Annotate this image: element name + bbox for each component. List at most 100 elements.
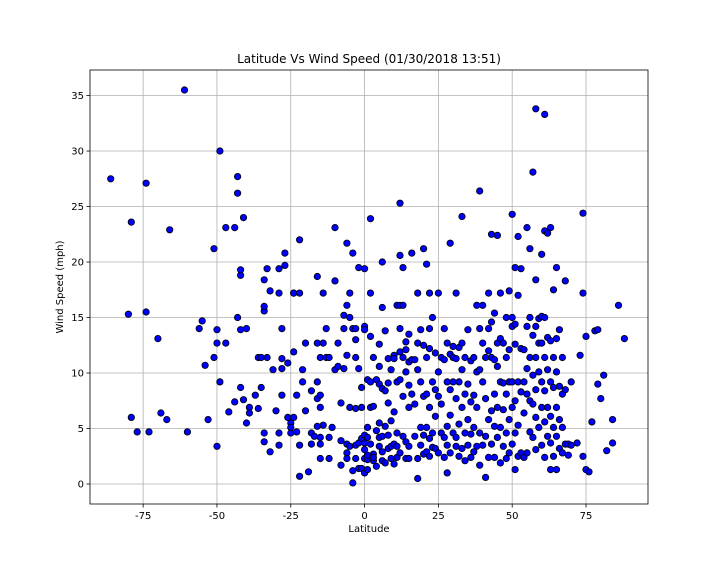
x-axis-label: Latitude — [348, 524, 389, 535]
data-point — [425, 344, 434, 353]
data-point — [213, 339, 221, 347]
data-point — [234, 189, 242, 197]
data-point — [511, 340, 519, 348]
data-point — [319, 421, 327, 429]
data-point — [517, 265, 525, 273]
data-point — [363, 451, 372, 459]
data-point — [213, 326, 221, 334]
data-point — [157, 409, 165, 417]
data-point — [154, 334, 162, 343]
data-point — [396, 324, 404, 333]
data-point — [239, 396, 248, 404]
data-point — [183, 428, 191, 436]
y-tick-label: 30 — [71, 147, 84, 158]
data-point — [257, 353, 265, 362]
data-point — [487, 230, 496, 238]
data-point — [479, 339, 487, 347]
data-point — [479, 301, 487, 309]
data-point — [419, 431, 428, 439]
data-point — [360, 265, 369, 273]
data-point — [461, 353, 469, 362]
data-point — [334, 339, 342, 347]
data-point — [579, 289, 587, 297]
data-point — [275, 429, 283, 437]
data-point — [446, 239, 454, 247]
data-point — [419, 341, 428, 349]
data-point — [541, 453, 549, 461]
data-point — [133, 428, 141, 436]
data-point — [237, 326, 245, 334]
data-point — [366, 378, 375, 386]
data-point — [431, 412, 439, 420]
data-point — [452, 433, 460, 441]
data-point — [505, 346, 513, 354]
data-point — [275, 441, 283, 449]
data-point — [594, 326, 602, 334]
data-point — [263, 353, 271, 362]
data-point — [343, 239, 351, 247]
data-point — [479, 441, 487, 449]
data-point — [464, 380, 472, 388]
grid — [90, 70, 648, 504]
data-point — [399, 432, 407, 440]
data-point — [490, 309, 499, 317]
data-point — [425, 324, 434, 333]
data-point — [340, 364, 348, 373]
data-point — [520, 346, 528, 354]
data-point — [493, 403, 501, 411]
data-point — [555, 382, 564, 390]
x-tick-label: 0 — [361, 511, 367, 522]
data-point — [414, 474, 422, 483]
data-point — [543, 366, 552, 374]
data-point — [576, 351, 584, 359]
data-point — [363, 423, 372, 431]
data-point — [573, 439, 581, 447]
data-point — [375, 442, 383, 450]
data-point — [375, 419, 383, 427]
data-point — [372, 427, 380, 435]
data-point — [390, 408, 398, 416]
data-point — [316, 454, 324, 463]
data-point — [369, 453, 377, 461]
data-point — [201, 361, 209, 369]
data-point — [499, 379, 507, 387]
data-point — [251, 391, 259, 399]
data-point — [405, 403, 413, 411]
data-point — [242, 324, 251, 333]
data-point — [127, 413, 135, 421]
data-point — [295, 441, 304, 449]
data-point — [470, 353, 478, 362]
data-point — [458, 212, 466, 221]
data-point — [600, 371, 608, 379]
data-point — [357, 383, 366, 392]
data-point — [396, 449, 404, 457]
data-point — [366, 440, 375, 448]
data-point — [293, 391, 301, 399]
data-point — [549, 452, 558, 460]
data-point — [378, 448, 386, 456]
data-points — [107, 86, 629, 487]
data-point — [549, 383, 558, 392]
data-point — [458, 403, 466, 411]
data-point — [440, 433, 448, 441]
data-point — [434, 392, 442, 400]
data-point — [620, 334, 629, 343]
data-point — [310, 432, 318, 440]
data-point — [526, 245, 534, 253]
data-point — [508, 313, 516, 322]
data-point — [437, 400, 445, 408]
data-point — [452, 442, 460, 450]
data-point — [496, 423, 504, 431]
data-point — [561, 386, 569, 394]
data-point — [417, 326, 425, 334]
data-point — [316, 391, 324, 399]
data-point — [538, 403, 546, 411]
data-point — [198, 317, 206, 325]
data-point — [396, 376, 404, 384]
data-point — [357, 403, 366, 411]
data-point — [538, 441, 546, 449]
data-point — [511, 429, 519, 437]
data-point — [290, 289, 298, 297]
data-point — [558, 449, 567, 457]
